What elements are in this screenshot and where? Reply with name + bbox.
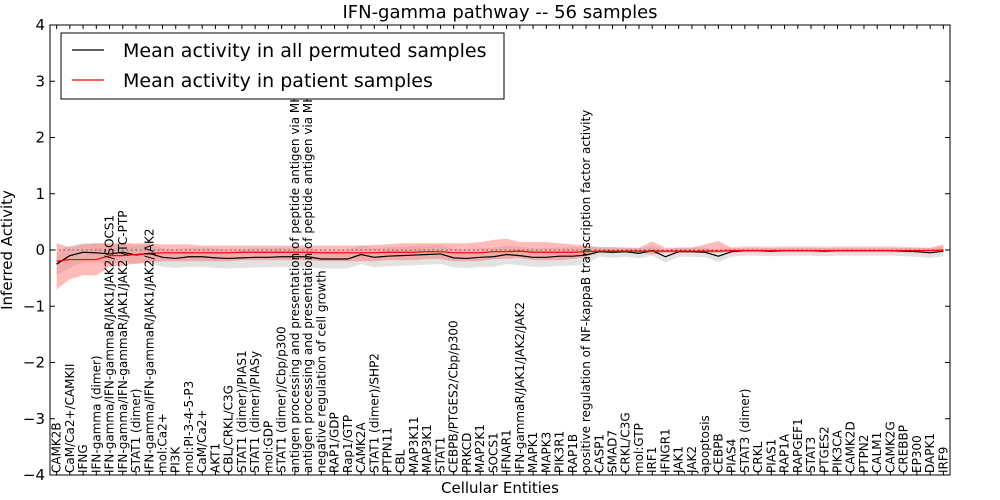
y-axis-ticks: −4 −3 −2 −1 0 1 2 3 4 — [23, 16, 950, 484]
category-label: CAMK2G — [883, 421, 897, 473]
category-label: CRKL — [751, 441, 765, 473]
category-label: mol:PI-3-4-5-P3 — [182, 381, 196, 473]
category-label: STAT1 (dimer)/PIAS1 — [235, 350, 249, 473]
y-axis-title: Inferred Activity — [0, 190, 16, 310]
category-label: CRKL/C3G — [619, 412, 633, 473]
category-label: CEBPB — [711, 433, 725, 473]
category-label: antigen processing and presentation of p… — [301, 41, 315, 473]
category-label: MAPK1 — [526, 432, 540, 473]
confidence-bands — [56, 238, 944, 290]
category-label: IRF9 — [936, 447, 950, 473]
category-label: RAP1B — [566, 434, 580, 473]
category-label: IFN-gamma (dimer) — [89, 355, 103, 473]
category-label: MAP3K1 — [420, 424, 434, 473]
category-label: STAT3 — [804, 437, 818, 473]
category-label: IFN-gamma/IFN-gammaR/JAK1/JAK2 /TC-PTP — [116, 211, 130, 473]
category-labels: CAMK2B CaM/Ca2+/CAMKII IFNG IFN-gamma (dime… — [50, 41, 951, 474]
category-label: mol:GTP — [632, 423, 646, 473]
category-label: CAMK2B — [50, 422, 64, 473]
category-label: MAP3K11 — [407, 416, 421, 473]
line-patient-mean — [56, 249, 944, 262]
category-label: IFNG — [76, 444, 90, 473]
category-label: STAT1 (dimer) — [129, 389, 143, 473]
legend-label-patient: Mean activity in patient samples — [123, 70, 433, 92]
category-label: mol:GDP — [261, 421, 275, 473]
category-label: PIK3R1 — [553, 431, 567, 473]
y-tick-label: −1 — [23, 297, 45, 315]
legend-label-permuted: Mean activity in all permuted samples — [123, 40, 486, 62]
category-label: Rap1/GTP — [341, 415, 355, 473]
category-label: STAT1 — [433, 437, 447, 473]
category-label: JAK1 — [672, 446, 686, 474]
y-tick-label: 3 — [35, 72, 45, 90]
category-label: positive regulation of NF-kappaB transcr… — [579, 110, 593, 473]
category-label: PIAS1 — [764, 439, 778, 473]
category-label: CaM/Ca2+ — [195, 409, 209, 473]
category-label: EP300 — [910, 435, 924, 473]
y-tick-label: 0 — [35, 241, 45, 259]
category-label: STAT1 (dimer)/PIASy — [248, 351, 262, 473]
category-label: CREBBP — [897, 425, 911, 473]
chart-title: IFN-gamma pathway -- 56 samples — [342, 2, 657, 23]
category-label: IFN-gamma/IFN-gammaR/JAK1/JAK2/JAK2 — [142, 228, 156, 473]
y-tick-label: 1 — [35, 185, 45, 203]
category-label: CaM/Ca2+/CAMKII — [63, 364, 77, 473]
category-label: AKT1 — [208, 443, 222, 473]
category-label: PTGES2 — [817, 426, 831, 473]
x-axis-ticks — [56, 25, 944, 475]
category-label: CBL — [394, 449, 408, 473]
category-label: STAT3 (dimer) — [738, 389, 752, 473]
category-label: RAP1/GDP — [328, 412, 342, 473]
legend-box — [60, 32, 505, 100]
category-label: CAMK2A — [354, 422, 368, 473]
category-label: IFNAR1 — [500, 429, 514, 473]
y-tick-label: 4 — [35, 16, 45, 34]
y-tick-label: −3 — [23, 410, 45, 428]
category-label: PIAS4 — [725, 439, 739, 473]
category-label: negative regulation of cell growth — [314, 270, 328, 473]
category-label: RAPGEF1 — [791, 418, 805, 473]
category-label: mol:Ca2+ — [156, 413, 170, 473]
category-label: STAT1 (dimer)/Cbp/p300 — [275, 326, 289, 473]
category-label: DAPK1 — [923, 433, 937, 473]
category-label: PTPN11 — [381, 427, 395, 473]
category-label: IRF1 — [645, 447, 659, 473]
series-lines — [56, 249, 944, 265]
category-label: CEBPB/PTGES2/Cbp/p300 — [447, 320, 461, 473]
category-label: IFN-gammaR/JAK1/JAK2/JAK2 — [513, 302, 527, 473]
category-label: CASP1 — [592, 434, 606, 473]
category-label: CAMK2D — [844, 421, 858, 473]
category-label: MAP2K1 — [473, 424, 487, 473]
category-label: PTPN2 — [857, 435, 871, 473]
category-label: antigen processing and presentation of p… — [288, 44, 302, 473]
y-tick-label: −2 — [23, 354, 45, 372]
category-label: RAP1A — [778, 433, 792, 473]
category-label: PRKCD — [460, 433, 474, 473]
category-label: CALM1 — [870, 432, 884, 473]
y-tick-label: −4 — [23, 466, 45, 484]
legend: Mean activity in all permuted samples Me… — [60, 32, 505, 100]
x-axis-title: Cellular Entities — [441, 479, 559, 497]
category-label: SMAD7 — [606, 430, 620, 473]
category-label: PI3K — [169, 446, 183, 473]
category-label: IFNGR1 — [658, 428, 672, 473]
category-label: PIK3CA — [831, 429, 845, 473]
category-label: STAT1 (dimer)/SHP2 — [367, 353, 381, 473]
category-label: IFN-gamma/IFN-gammaR/JAK1/JAK2/SOCS1 — [103, 215, 117, 473]
category-label: SOCS1 — [486, 432, 500, 473]
category-label: MAPK3 — [539, 432, 553, 473]
category-label: CBL/CRKL/C3G — [222, 385, 236, 473]
y-tick-label: 2 — [35, 129, 45, 147]
category-label: apoptosis — [698, 415, 712, 473]
category-label: JAK2 — [685, 446, 699, 474]
